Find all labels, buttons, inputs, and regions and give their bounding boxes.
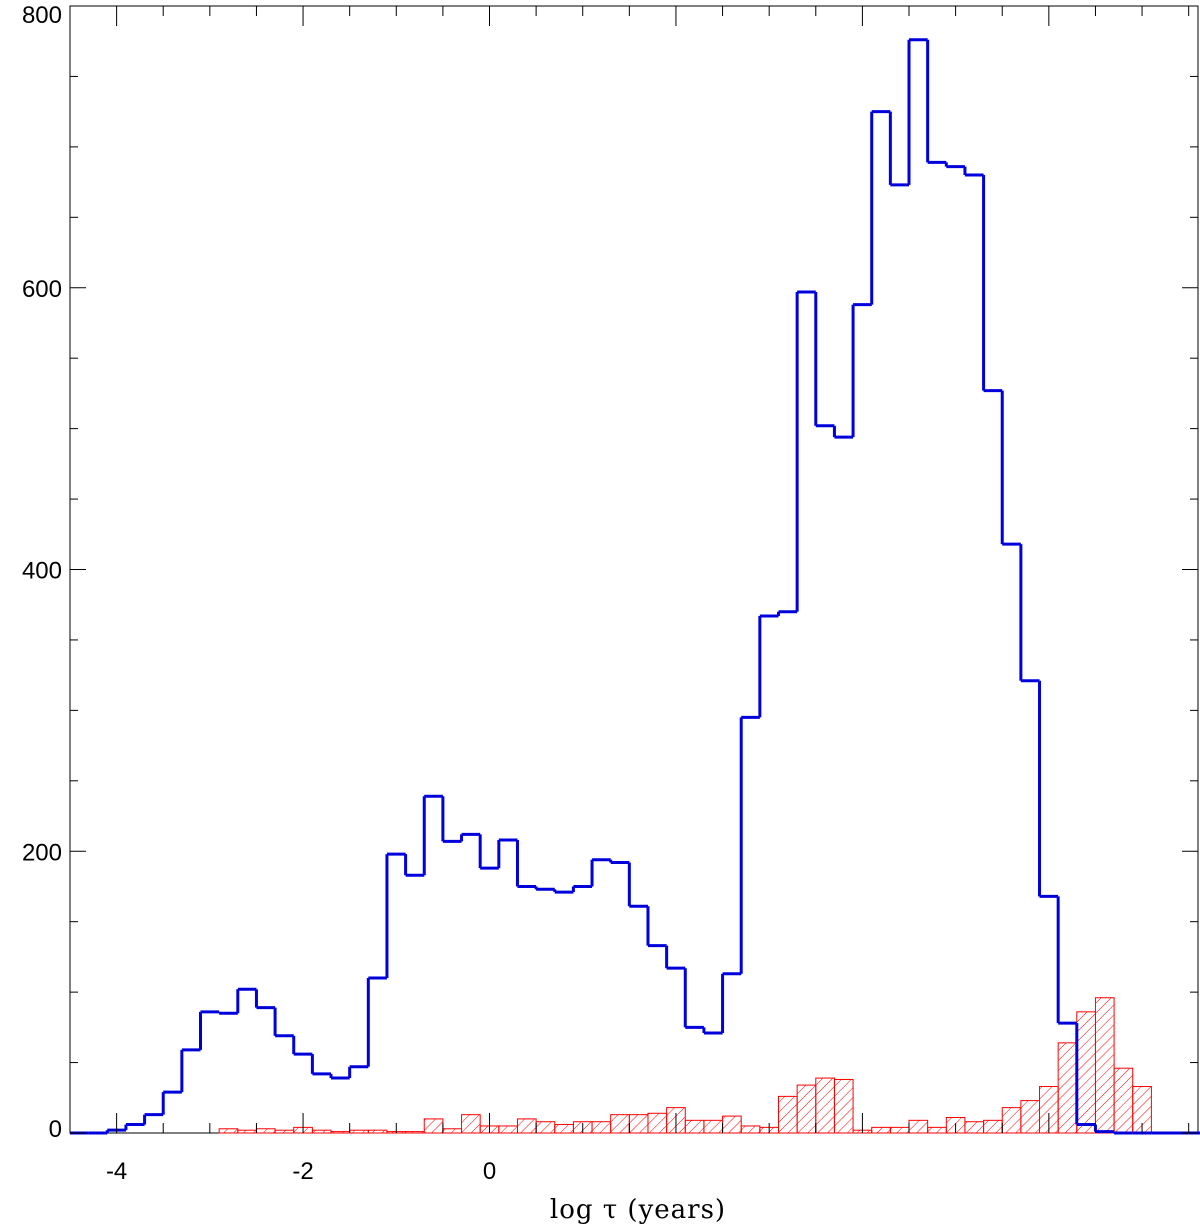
hatched-bar: [349, 1129, 369, 1134]
y-tick-label: 600: [22, 276, 62, 303]
hatched-bar: [722, 1115, 742, 1134]
hatched-bar: [684, 1119, 705, 1134]
hatched-bar: [516, 1118, 537, 1134]
hatched-bar: [777, 1095, 798, 1134]
hatched-bar: [1001, 1107, 1022, 1134]
hatched-bar: [610, 1114, 630, 1134]
hatched-bar: [1057, 1042, 1078, 1134]
hatched-bar: [908, 1119, 929, 1134]
hatched-bar: [405, 1131, 425, 1134]
hatched-bar: [1094, 997, 1115, 1134]
hatched-bar: [983, 1119, 1003, 1134]
hatched-bar: [554, 1124, 574, 1134]
y-tick-label: 200: [22, 839, 62, 866]
y-axis-ticks: 0 200 400 600 800: [22, 2, 1198, 1143]
plot-frame: [69, 5, 1199, 1134]
x-tick-label: -2: [292, 1158, 313, 1185]
x-axis-ticks: -4 -2 0: [69, 6, 1190, 1185]
hatched-bar: [535, 1121, 556, 1134]
hatched-bar: [796, 1084, 817, 1134]
hatched-bar: [274, 1129, 295, 1134]
x-tick-label: -4: [106, 1158, 127, 1185]
hatched-bar: [927, 1126, 947, 1134]
hatched-bar: [311, 1129, 332, 1134]
hatched-bar: [442, 1128, 463, 1134]
hatched-bar: [628, 1114, 649, 1134]
y-tick-label: 400: [22, 558, 62, 585]
hatched-bar: [740, 1125, 761, 1134]
hatched-bar: [647, 1112, 668, 1134]
outline-histogram-series: [70, 38, 1200, 1135]
hatched-bar: [237, 1129, 257, 1134]
hatched-bar: [1113, 1067, 1134, 1134]
hatched-bar: [218, 1128, 239, 1134]
hatched-bar: [1020, 1100, 1041, 1134]
hatched-bar: [815, 1077, 835, 1134]
y-tick-label: 0: [49, 1116, 62, 1143]
hatched-bar: [1076, 1011, 1096, 1134]
hatched-bar: [833, 1078, 854, 1134]
y-tick-label: 800: [22, 2, 62, 29]
hatched-bar: [461, 1114, 481, 1134]
x-axis-label: log τ (years): [550, 1195, 726, 1224]
hatched-bar: [871, 1126, 891, 1134]
hatched-bar: [367, 1129, 388, 1134]
hatched-bar: [330, 1131, 351, 1134]
hatched-bar: [889, 1126, 910, 1134]
hatched-bar: [964, 1121, 985, 1134]
hatched-bar: [423, 1118, 444, 1134]
hatched-bar: [498, 1125, 518, 1134]
hatched-bar: [255, 1128, 276, 1134]
hatched-histogram-series: [218, 997, 1152, 1134]
x-tick-label: 0: [483, 1158, 496, 1185]
hatched-bar: [703, 1119, 724, 1134]
hatched-bar: [591, 1121, 612, 1134]
